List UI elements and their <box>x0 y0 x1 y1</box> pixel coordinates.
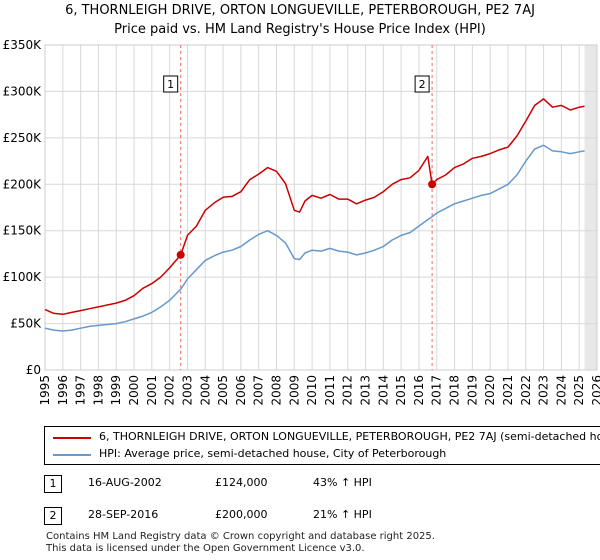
footer-copyright: Contains HM Land Registry data © Crown c… <box>46 531 435 542</box>
x-tick-label: 2003 <box>180 375 194 406</box>
transaction-date: 28-SEP-2016 <box>88 508 159 521</box>
x-tick-label: 2009 <box>287 375 301 406</box>
series-line-property <box>44 98 585 316</box>
x-tick-label: 1998 <box>91 375 105 406</box>
sale-badge-label: 2 <box>419 78 426 91</box>
footer-licence: This data is licensed under the Open Gov… <box>46 543 365 554</box>
x-tick-label: 2014 <box>376 375 390 406</box>
x-tick-label: 2022 <box>519 375 533 406</box>
y-tick-label: £0 <box>26 363 41 377</box>
y-tick-label: £350K <box>3 38 43 52</box>
x-tick-label: 2006 <box>234 375 248 406</box>
x-tick-label: 2012 <box>341 375 355 406</box>
x-tick-label: 2020 <box>483 375 497 406</box>
x-tick-label: 2019 <box>465 375 479 406</box>
sale-badge: 2 <box>414 75 430 93</box>
x-tick-label: 2017 <box>430 375 444 406</box>
x-tick-label: 2013 <box>359 375 373 406</box>
x-tick-label: 2025 <box>572 375 586 406</box>
series-line-hpi <box>44 144 585 332</box>
plot-border <box>44 44 598 371</box>
x-tick-label: 1996 <box>56 375 70 406</box>
legend-label-property: 6, THORNLEIGH DRIVE, ORTON LONGUEVILLE, … <box>99 430 600 443</box>
x-tick-label: 1995 <box>38 375 52 406</box>
y-tick-label: £300K <box>3 84 43 98</box>
transaction-price: £200,000 <box>215 508 268 521</box>
x-tick-label: 2007 <box>252 375 266 406</box>
price-chart: £0 £50K £100K £150K £200K £250K £300K £350K 1995… <box>3 38 600 406</box>
x-tick-label: 1997 <box>74 375 88 406</box>
transaction-price: £124,000 <box>215 476 268 489</box>
x-tick-label: 2015 <box>394 375 408 406</box>
x-tick-label: 2023 <box>537 375 551 406</box>
x-tick-label: 2011 <box>323 375 337 406</box>
x-tick-label: 2021 <box>501 375 515 406</box>
legend-swatch-property <box>53 437 91 439</box>
sale-point <box>428 180 437 189</box>
x-tick-label: 2004 <box>198 375 212 406</box>
transaction-hpi-change: 43% ↑ HPI <box>313 476 372 489</box>
x-tick-label: 2005 <box>216 375 230 406</box>
transaction-hpi-change: 21% ↑ HPI <box>313 508 372 521</box>
chart-title: 6, THORNLEIGH DRIVE, ORTON LONGUEVILLE, … <box>65 3 535 18</box>
x-tick-label: 2010 <box>305 375 319 406</box>
sale-badge-box <box>414 75 430 93</box>
x-tick-label: 2018 <box>448 375 462 406</box>
y-tick-label: £50K <box>10 317 42 331</box>
x-tick-label: 2016 <box>412 375 426 406</box>
transaction-badge: 1 <box>44 475 62 493</box>
sale-badge: 1 <box>163 75 179 93</box>
legend-swatch-hpi <box>53 454 91 456</box>
y-tick-label: £250K <box>3 131 43 145</box>
transaction-badge: 2 <box>44 507 62 525</box>
x-tick-label: 2002 <box>163 375 177 406</box>
x-tick-label: 2026 <box>590 375 600 406</box>
y-tick-label: £150K <box>3 224 43 238</box>
sale-badge-box <box>163 75 179 93</box>
sale-point <box>176 250 185 259</box>
forecast-shade <box>584 45 597 370</box>
y-tick-label: £100K <box>3 270 43 284</box>
transaction-date: 16-AUG-2002 <box>88 476 162 489</box>
x-tick-label: 1999 <box>109 375 123 406</box>
x-tick-label: 2000 <box>127 375 141 406</box>
legend-label-hpi: HPI: Average price, semi-detached house,… <box>99 447 447 460</box>
x-tick-label: 2024 <box>554 375 568 406</box>
x-tick-label: 2001 <box>145 375 159 406</box>
chart-subtitle: Price paid vs. HM Land Registry's House … <box>114 22 486 37</box>
sale-badge-label: 1 <box>167 78 174 91</box>
x-tick-label: 2008 <box>269 375 283 406</box>
y-tick-label: £200K <box>3 177 43 191</box>
plot-area <box>45 45 597 370</box>
chart-legend: 6, THORNLEIGH DRIVE, ORTON LONGUEVILLE, … <box>44 426 600 465</box>
